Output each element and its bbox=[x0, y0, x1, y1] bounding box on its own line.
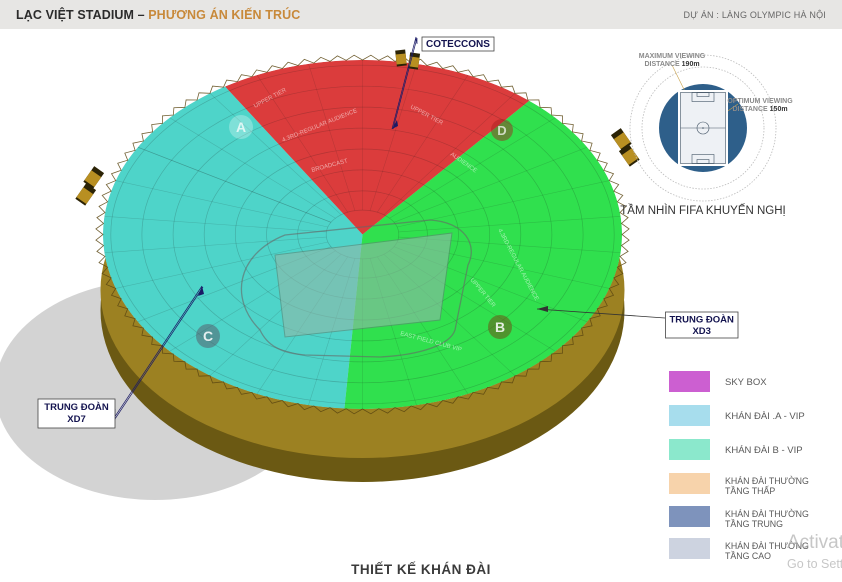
svg-text:TẦNG THẤP: TẦNG THẤP bbox=[725, 486, 775, 496]
svg-text:DISTANCE 190m: DISTANCE 190m bbox=[644, 61, 699, 68]
svg-text:KHÁN ĐÀI THƯỜNG: KHÁN ĐÀI THƯỜNG bbox=[725, 509, 809, 519]
svg-text:COTECCONS: COTECCONS bbox=[426, 39, 490, 50]
svg-text:SKY BOX: SKY BOX bbox=[725, 377, 767, 388]
svg-text:TẦM NHÌN FIFA KHUYẾN NGHỊ: TẦM NHÌN FIFA KHUYẾN NGHỊ bbox=[620, 204, 786, 217]
svg-text:XD3: XD3 bbox=[692, 326, 710, 337]
svg-text:Go to Settings to activate Win: Go to Settings to activate Windows. bbox=[787, 557, 842, 571]
svg-text:DISTANCE 150m: DISTANCE 150m bbox=[732, 106, 787, 113]
svg-text:KHÁN ĐÀI B - VIP: KHÁN ĐÀI B - VIP bbox=[725, 445, 803, 456]
svg-text:KHÁN ĐÀI .A - VIP: KHÁN ĐÀI .A - VIP bbox=[725, 411, 805, 422]
svg-text:TRUNG ĐOÀN: TRUNG ĐOÀN bbox=[44, 402, 109, 413]
svg-text:XD7: XD7 bbox=[67, 414, 85, 425]
svg-text:A: A bbox=[236, 119, 246, 135]
svg-text:TRUNG ĐOÀN: TRUNG ĐOÀN bbox=[670, 315, 735, 326]
svg-text:Activate Windows: Activate Windows bbox=[787, 532, 842, 553]
svg-text:C: C bbox=[203, 328, 213, 344]
svg-text:TẦNG TRUNG: TẦNG TRUNG bbox=[725, 519, 783, 529]
svg-text:OPTIMUM VIEWING: OPTIMUM VIEWING bbox=[727, 98, 793, 105]
svg-text:TẦNG CAO: TẦNG CAO bbox=[725, 551, 771, 561]
svg-text:D: D bbox=[497, 123, 506, 138]
svg-text:MAXIMUM VIEWING: MAXIMUM VIEWING bbox=[639, 53, 706, 60]
svg-text:KHÁN ĐÀI THƯỜNG: KHÁN ĐÀI THƯỜNG bbox=[725, 476, 809, 486]
svg-text:B: B bbox=[495, 319, 505, 335]
